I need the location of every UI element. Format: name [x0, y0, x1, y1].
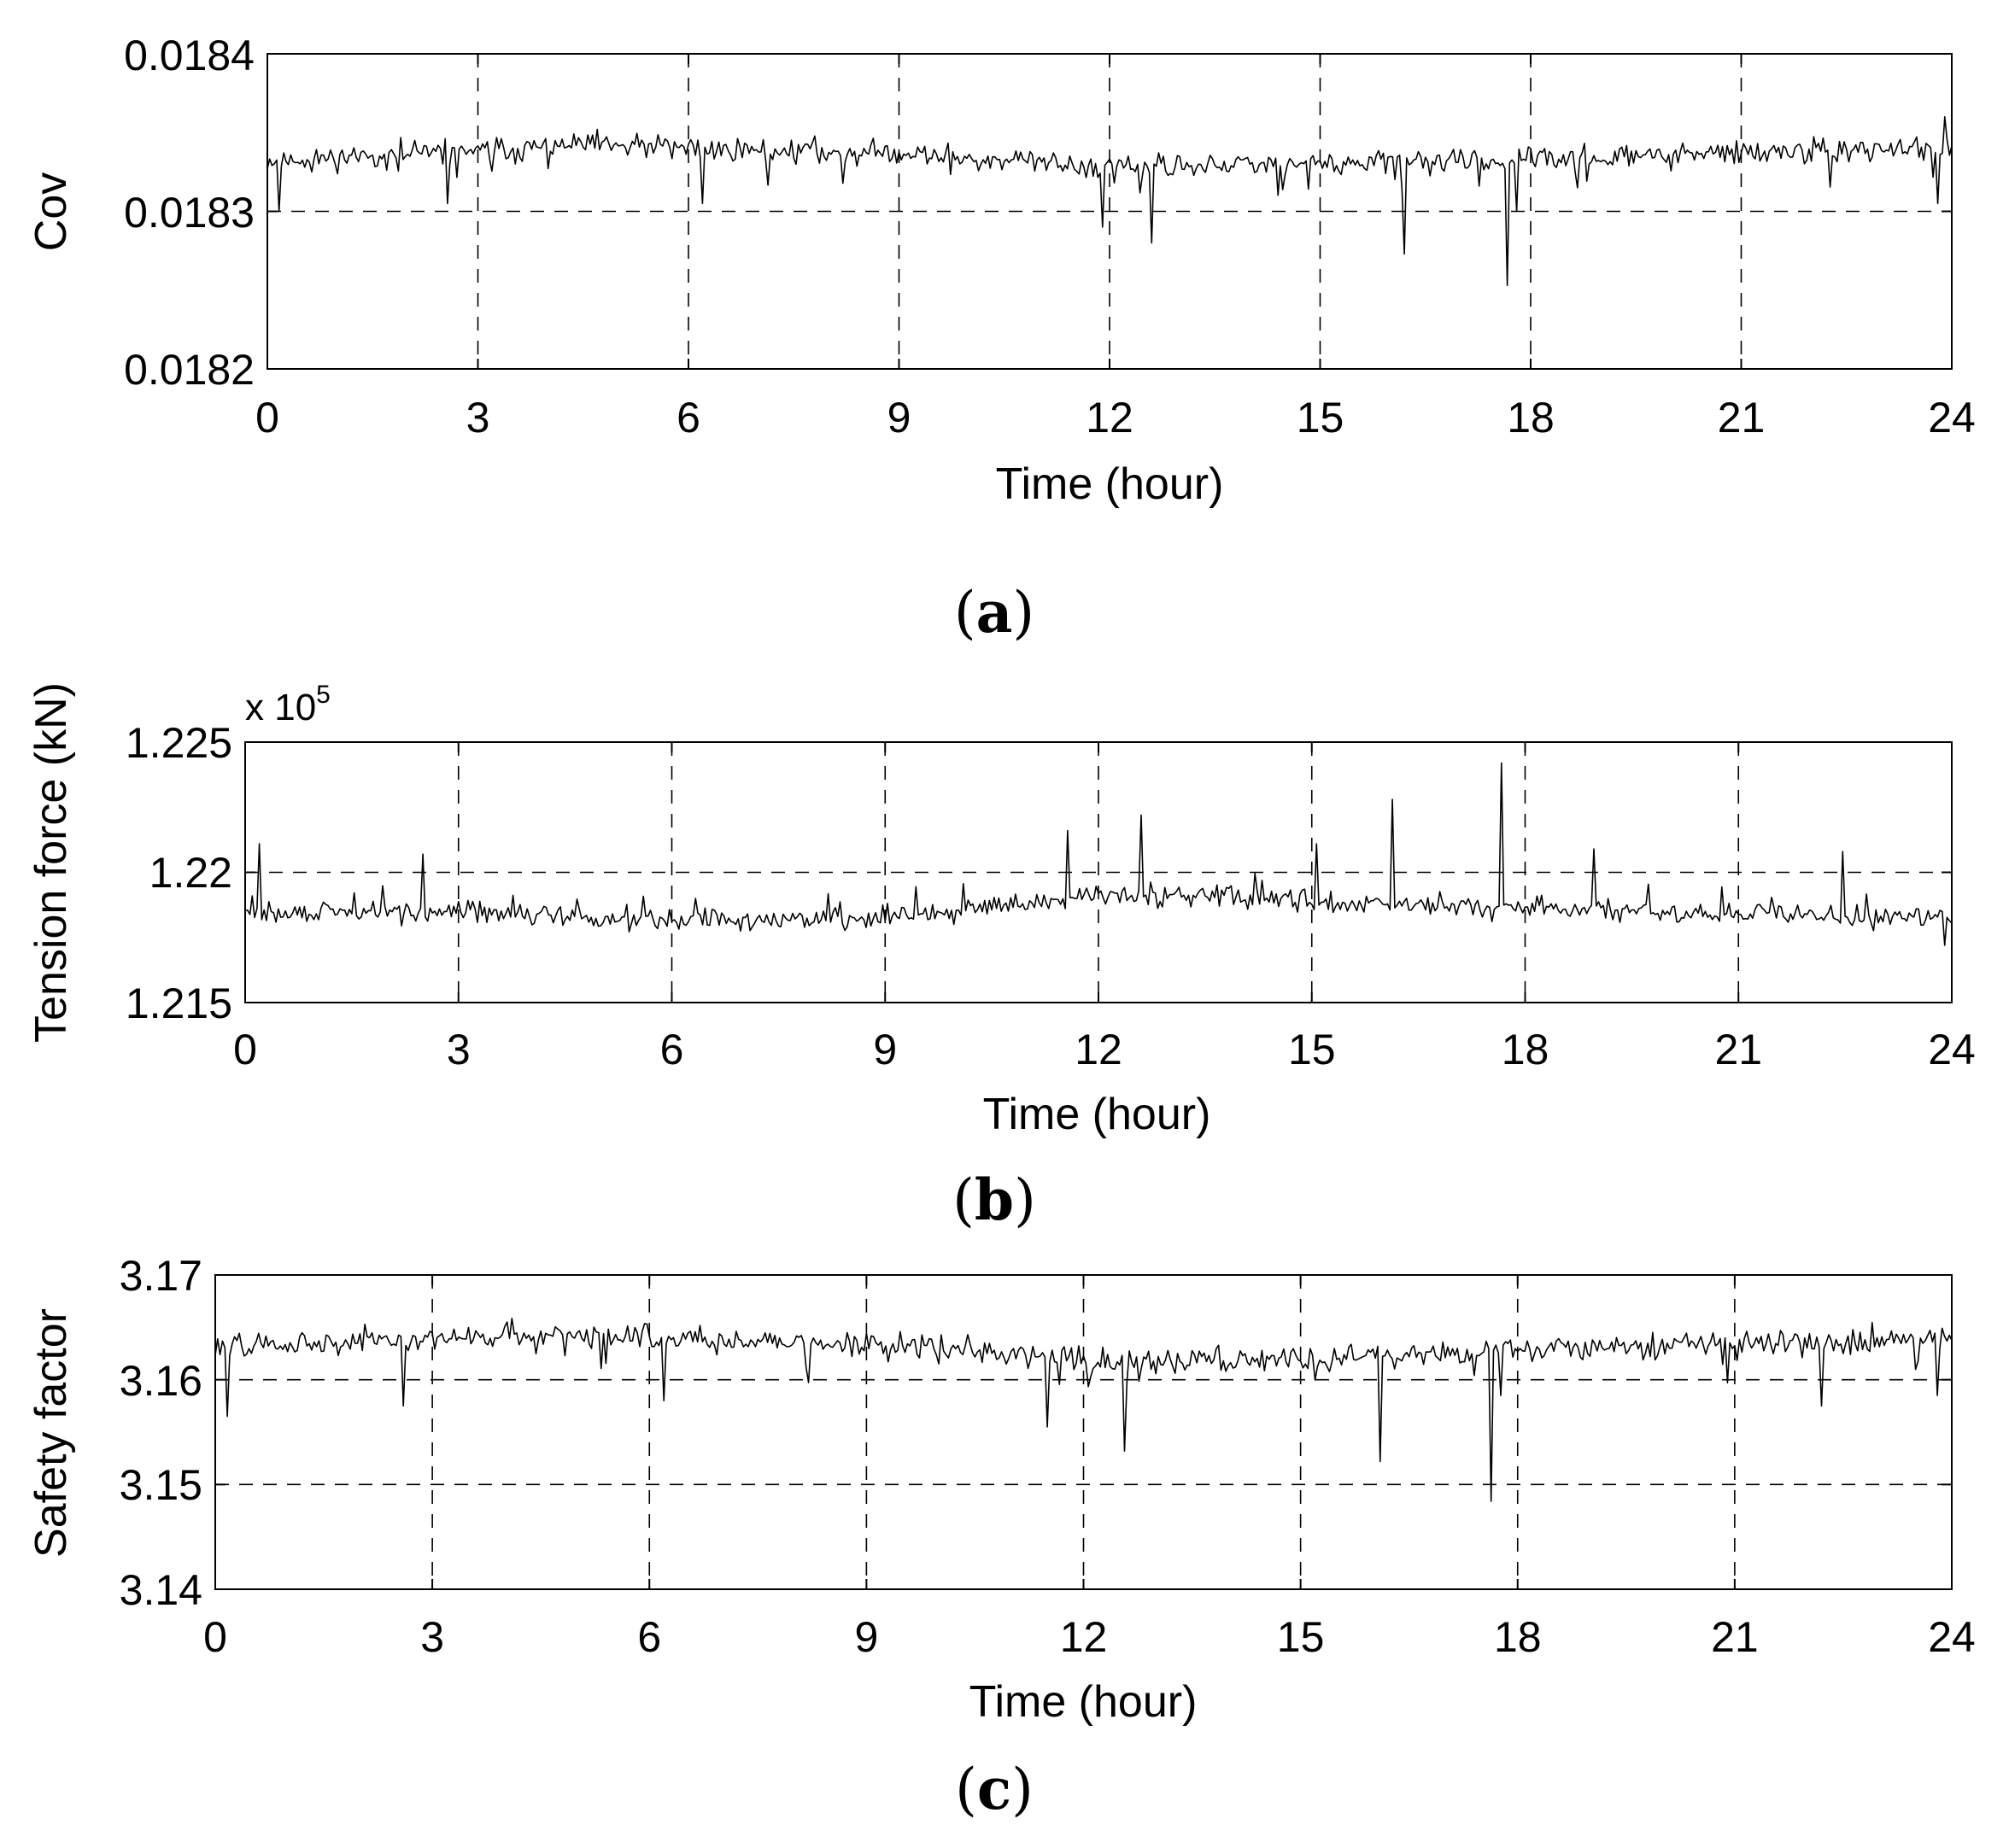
x-tick-label-b-2: 6: [660, 1026, 684, 1073]
x-tick-label-a-4: 12: [1086, 394, 1133, 442]
x-tick-label-b-8: 24: [1928, 1026, 1976, 1073]
panel-letter-b: b: [975, 1167, 1014, 1233]
x-tick-label-a-3: 9: [887, 394, 911, 442]
x-tick-label-b-3: 9: [873, 1026, 897, 1073]
tick-marks-b: [244, 741, 1953, 1003]
x-axis-label-a: Time (hour): [996, 459, 1224, 509]
x-tick-label-b-1: 3: [447, 1026, 471, 1073]
y-tick-label-c-2: 3.16: [120, 1357, 202, 1405]
x-axis-label-c: Time (hour): [969, 1677, 1198, 1727]
x-tick-label-a-5: 15: [1297, 394, 1344, 442]
x-tick-label-a-8: 24: [1928, 394, 1976, 442]
grid-b: [245, 742, 1952, 1003]
x-tick-label-c-2: 6: [637, 1613, 661, 1661]
x-tick-label-b-6: 18: [1502, 1026, 1549, 1073]
y-tick-label-c-3: 3.17: [120, 1252, 202, 1300]
y-tick-label-c-0: 3.14: [120, 1566, 202, 1614]
x-tick-label-c-5: 15: [1277, 1613, 1325, 1661]
y-axis-label-c: Safety factor: [26, 1308, 76, 1558]
y-axis-label-b: Tension force (kN): [26, 682, 76, 1043]
scale-note-b: x 105: [245, 681, 331, 728]
scale-note-base: x 10: [245, 687, 316, 728]
panel-caption-a: (a): [954, 579, 1034, 646]
y-tick-label-b-0: 1.215: [126, 980, 232, 1027]
x-tick-label-c-4: 12: [1060, 1613, 1108, 1661]
tick-marks-c: [214, 1274, 1953, 1590]
y-tick-label-c-1: 3.15: [120, 1461, 202, 1509]
y-axis-label-a: Cov: [26, 173, 76, 251]
panel-caption-b: (b): [952, 1167, 1036, 1233]
y-tick-label-a-1: 0.0183: [124, 189, 255, 237]
x-tick-label-c-8: 24: [1928, 1613, 1976, 1661]
x-tick-label-c-3: 9: [854, 1613, 878, 1661]
panel-letter-c: c: [977, 1756, 1011, 1822]
x-tick-label-a-1: 3: [466, 394, 490, 442]
panel-caption-c: (c): [955, 1756, 1034, 1822]
x-axis-label-b: Time (hour): [983, 1090, 1211, 1139]
x-tick-label-b-4: 12: [1075, 1026, 1122, 1073]
tick-marks-a: [266, 53, 1953, 370]
x-tick-label-a-0: 0: [255, 394, 279, 442]
x-tick-label-a-6: 18: [1507, 394, 1555, 442]
x-tick-label-c-0: 0: [203, 1613, 227, 1661]
x-tick-label-c-1: 3: [420, 1613, 444, 1661]
y-tick-label-a-0: 0.0182: [124, 346, 255, 394]
panel-b: x 105 0 3 6 9 12 15 18 21 24 1.215 1.22 …: [26, 681, 1976, 1233]
x-tick-label-b-5: 15: [1288, 1026, 1336, 1073]
y-tick-label-b-1: 1.22: [149, 849, 232, 897]
y-tick-label-b-2: 1.225: [126, 719, 232, 767]
x-tick-label-b-7: 21: [1714, 1026, 1762, 1073]
y-tick-label-a-2: 0.0184: [124, 32, 255, 79]
x-tick-label-a-2: 6: [676, 394, 700, 442]
panel-a: 0 3 6 9 12 15 18 21 24 0.0182 0.0183 0.0…: [26, 32, 1976, 646]
panel-letter-a: a: [976, 579, 1013, 646]
grid-a: [267, 54, 1952, 369]
x-tick-label-b-0: 0: [233, 1026, 257, 1073]
series-line-cov: [266, 116, 1953, 287]
x-tick-label-c-7: 21: [1711, 1613, 1759, 1661]
panel-c: 0 3 6 9 12 15 18 21 24 3.14 3.15 3.16 3.…: [26, 1252, 1976, 1822]
x-tick-label-c-6: 18: [1494, 1613, 1542, 1661]
series-line-tension: [244, 762, 1953, 946]
x-tick-label-a-7: 21: [1718, 394, 1766, 442]
scale-note-exponent: 5: [316, 681, 331, 709]
grid-c: [215, 1275, 1952, 1589]
series-line-safety-factor: [214, 1318, 1953, 1502]
